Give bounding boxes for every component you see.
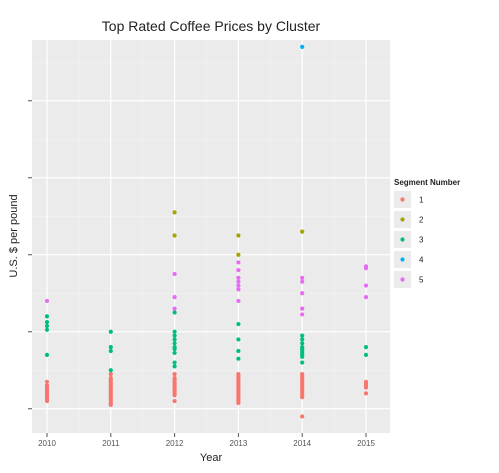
legend-label: 4 <box>419 256 424 265</box>
legend-items: 1 2 3 4 5 <box>394 191 424 288</box>
data-point-segment-5 <box>236 298 241 304</box>
x-tick-label: 2012 <box>166 439 184 448</box>
data-point-segment-3 <box>44 352 50 357</box>
data-point-segment-3 <box>236 356 241 361</box>
legend-title: Segment Number <box>394 178 460 187</box>
data-point-segment-3 <box>44 327 50 332</box>
x-tick-label: 2013 <box>230 439 248 448</box>
legend-label: 3 <box>419 236 424 245</box>
data-point-segment-5 <box>300 275 305 280</box>
data-point-segment-3 <box>300 337 305 342</box>
data-point-segment-5 <box>236 260 241 265</box>
x-axis-ticks: 2010 2011 2012 2013 2014 2015 <box>38 433 375 448</box>
data-point-segment-3 <box>236 348 241 354</box>
data-point-segment-3 <box>108 345 113 350</box>
data-point-segment-3 <box>172 350 177 356</box>
x-tick-label: 2011 <box>102 439 120 448</box>
data-point-segment-5 <box>236 268 241 273</box>
data-points <box>44 44 369 419</box>
data-point-segment-3 <box>300 354 305 359</box>
data-point-segment-1 <box>236 400 241 406</box>
legend-label: 2 <box>419 216 424 225</box>
data-point-segment-5 <box>236 283 241 288</box>
data-point-segment-3 <box>236 321 241 327</box>
data-point-segment-3 <box>300 360 305 365</box>
data-point-segment-5 <box>363 295 369 300</box>
data-point-segment-5 <box>363 266 369 271</box>
legend-label: 5 <box>419 276 424 285</box>
data-point-segment-5 <box>172 306 177 311</box>
data-point-segment-1 <box>172 398 177 404</box>
data-point-segment-3 <box>172 346 177 352</box>
data-point-segment-5 <box>300 312 305 317</box>
data-point-segment-3 <box>172 337 177 342</box>
legend-label: 1 <box>419 196 424 205</box>
data-point-segment-5 <box>363 283 369 288</box>
legend-key-point <box>400 257 405 262</box>
data-point-segment-3 <box>363 345 369 350</box>
data-point-segment-3 <box>108 348 113 354</box>
data-point-segment-3 <box>172 310 177 315</box>
data-point-segment-1 <box>44 379 50 384</box>
data-point-segment-3 <box>363 352 369 357</box>
data-point-segment-1 <box>172 393 177 398</box>
data-point-segment-3 <box>108 329 113 334</box>
data-point-segment-1 <box>108 402 113 407</box>
data-point-segment-5 <box>236 287 241 292</box>
data-point-segment-2 <box>236 252 241 257</box>
legend-key-point <box>400 197 405 202</box>
data-point-segment-2 <box>172 210 177 215</box>
data-point-segment-5 <box>236 275 241 280</box>
data-point-segment-3 <box>172 360 177 365</box>
data-point-segment-5 <box>172 271 177 277</box>
data-point-segment-3 <box>44 323 50 329</box>
y-axis-title: U.S. $ per pound <box>8 194 20 277</box>
data-point-segment-3 <box>172 364 177 369</box>
legend-key-point <box>400 217 405 222</box>
x-tick-label: 2014 <box>293 439 311 448</box>
data-point-segment-3 <box>300 341 305 346</box>
data-point-segment-1 <box>363 391 369 396</box>
data-point-segment-2 <box>172 233 177 238</box>
data-point-segment-1 <box>363 385 369 390</box>
y-axis-ticks <box>28 100 32 410</box>
plot-panel <box>32 40 390 433</box>
data-point-segment-3 <box>44 320 50 325</box>
data-point-segment-3 <box>300 333 305 338</box>
legend: Segment Number 1 2 3 4 5 <box>394 178 460 288</box>
data-point-segment-5 <box>300 291 305 296</box>
data-point-segment-3 <box>236 337 241 342</box>
data-point-segment-1 <box>172 372 177 377</box>
chart-title: Top Rated Coffee Prices by Cluster <box>102 18 321 34</box>
data-point-segment-3 <box>172 329 177 334</box>
data-point-segment-1 <box>300 414 305 419</box>
data-point-segment-3 <box>172 341 177 346</box>
data-point-segment-1 <box>300 395 305 400</box>
x-axis-title: Year <box>200 452 223 464</box>
data-point-segment-1 <box>44 398 50 404</box>
data-point-segment-5 <box>236 279 241 284</box>
data-point-segment-5 <box>300 306 305 311</box>
legend-key-point <box>400 237 405 242</box>
data-point-segment-5 <box>300 279 305 284</box>
x-tick-label: 2015 <box>357 439 375 448</box>
data-point-segment-2 <box>236 233 241 238</box>
data-point-segment-1 <box>108 372 113 377</box>
data-point-segment-3 <box>108 368 113 373</box>
data-point-segment-5 <box>44 298 50 304</box>
data-point-segment-2 <box>300 229 305 234</box>
data-point-segment-4 <box>300 44 305 49</box>
x-tick-label: 2010 <box>38 439 56 448</box>
data-point-segment-3 <box>172 333 177 338</box>
data-point-segment-5 <box>172 295 177 300</box>
data-point-segment-3 <box>44 314 50 319</box>
legend-key-point <box>400 277 405 282</box>
